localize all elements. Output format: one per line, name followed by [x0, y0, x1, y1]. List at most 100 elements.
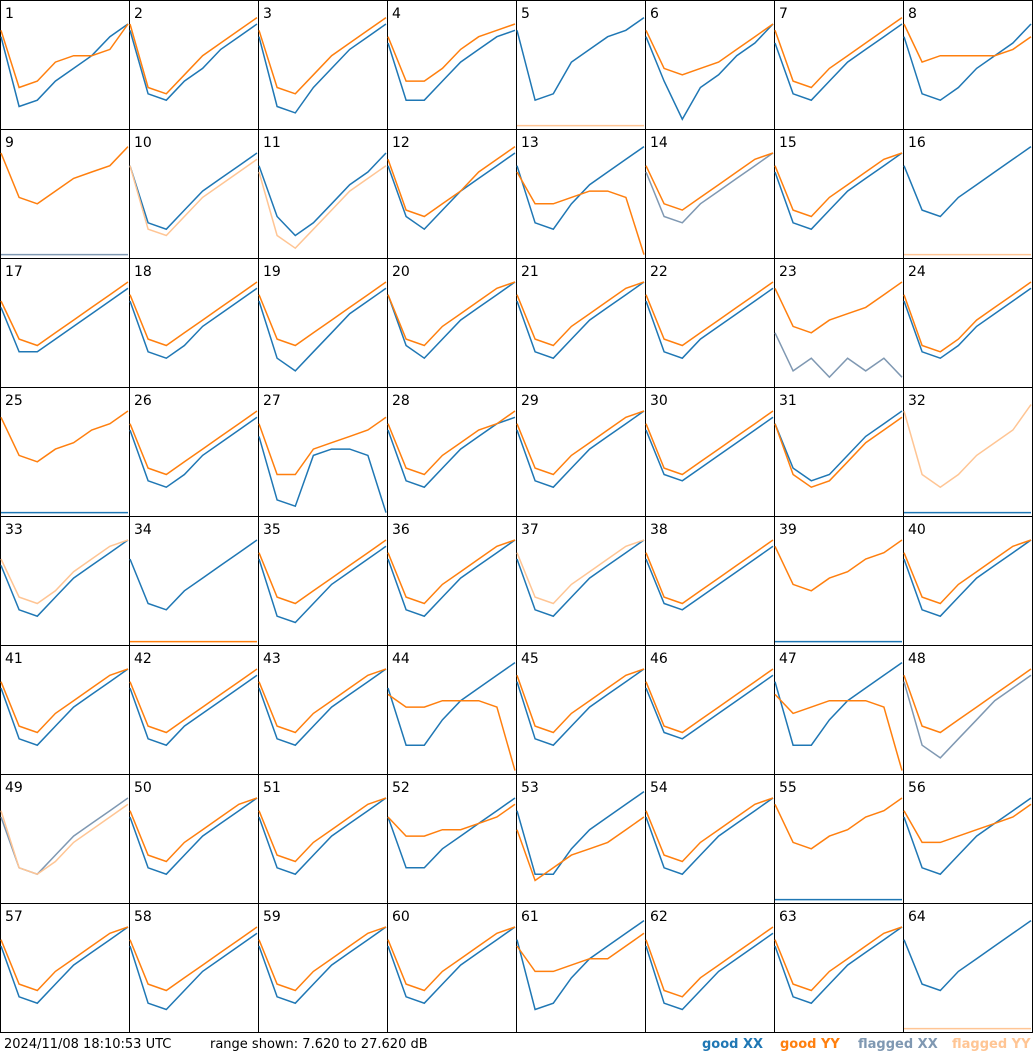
xx-spectrum	[258, 545, 387, 624]
yy-spectrum	[645, 152, 774, 211]
panel-frame	[645, 129, 775, 259]
xx-spectrum	[516, 410, 645, 489]
panel-label: 17	[5, 264, 23, 280]
yy-spectrum	[903, 281, 1032, 353]
panel-label: 63	[779, 909, 797, 925]
yy-spectrum	[774, 797, 903, 850]
xx-spectrum	[774, 926, 903, 1005]
panel-frame	[903, 387, 1033, 517]
panel-label: 64	[908, 909, 926, 925]
panel-frame	[129, 903, 259, 1033]
panel-label: 62	[650, 909, 668, 925]
range-low: 7.620	[302, 1037, 339, 1052]
panel-label: 39	[779, 522, 797, 538]
yy-spectrum	[774, 693, 903, 771]
xx-spectrum	[516, 790, 645, 875]
panel-label: 12	[392, 135, 410, 151]
xx-spectrum	[387, 152, 516, 231]
panel-label: 8	[908, 6, 917, 22]
panel-label: 37	[521, 522, 539, 538]
yy-spectrum	[903, 23, 1032, 64]
panel-label: 50	[134, 780, 152, 796]
panel-label: 6	[650, 6, 659, 22]
panel-label: 4	[392, 6, 401, 22]
yy-spectrum	[129, 158, 258, 237]
xx-spectrum	[387, 416, 516, 489]
yy-spectrum	[645, 797, 774, 863]
xx-spectrum	[645, 23, 774, 121]
yy-spectrum	[903, 803, 1032, 844]
panel-frame	[258, 774, 388, 904]
xx-spectrum	[129, 797, 258, 876]
yy-spectrum	[387, 23, 516, 82]
legend-entry: flagged YY	[952, 1037, 1031, 1052]
yy-spectrum	[129, 797, 258, 863]
panel-frame	[0, 129, 130, 259]
panel-label: 26	[134, 393, 152, 409]
panel-frame	[0, 903, 130, 1033]
xx-spectrum	[903, 23, 1032, 102]
panel-label: 35	[263, 522, 281, 538]
panel-label: 52	[392, 780, 410, 796]
panel-frame	[516, 387, 646, 517]
yy-spectrum	[0, 668, 129, 734]
panel-label: 31	[779, 393, 797, 409]
yy-spectrum	[645, 539, 774, 605]
yy-spectrum	[774, 926, 903, 992]
panel-frame	[258, 645, 388, 775]
xx-spectrum	[387, 661, 516, 746]
panel-label: 29	[521, 393, 539, 409]
panel-label: 14	[650, 135, 668, 151]
yy-spectrum	[774, 152, 903, 218]
yy-spectrum	[258, 539, 387, 605]
yy-spectrum	[129, 410, 258, 476]
yy-spectrum	[516, 281, 645, 347]
xx-spectrum	[387, 926, 516, 1005]
panel-label: 61	[521, 909, 539, 925]
xx-spectrum	[516, 16, 645, 102]
xx-spectrum	[0, 926, 129, 1005]
panel-frame	[774, 774, 904, 904]
xx-spectrum	[258, 23, 387, 114]
yy-spectrum	[129, 281, 258, 347]
panel-frame	[0, 645, 130, 775]
yy-spectrum	[258, 165, 387, 250]
yy-spectrum	[258, 281, 387, 347]
panel-label: 32	[908, 393, 926, 409]
panel-frame	[903, 774, 1033, 904]
panel-frame	[645, 387, 775, 517]
yy-spectrum	[903, 539, 1032, 605]
xx-spectrum	[645, 797, 774, 876]
panel-frame	[645, 903, 775, 1033]
panel-label: 28	[392, 393, 410, 409]
yy-spectrum	[387, 410, 516, 476]
panel-label: 25	[5, 393, 23, 409]
range-text: range shown: 7.620 to 27.620 dB	[210, 1037, 428, 1052]
yy-spectrum	[387, 693, 516, 771]
panel-frame	[0, 387, 130, 517]
panel-label: 24	[908, 264, 926, 280]
panel-label: 16	[908, 135, 926, 151]
xx-spectrum	[0, 668, 129, 747]
yy-spectrum	[516, 410, 645, 476]
legend-entry: flagged XX	[858, 1037, 938, 1052]
panel-label: 19	[263, 264, 281, 280]
xx-spectrum	[387, 797, 516, 869]
panel-frame	[387, 0, 517, 130]
yy-spectrum	[0, 146, 129, 205]
panel-label: 55	[779, 780, 797, 796]
xx-spectrum	[903, 797, 1032, 876]
panel-label: 13	[521, 135, 539, 151]
yy-spectrum	[387, 539, 516, 605]
panel-frame	[387, 516, 517, 646]
panel-label: 15	[779, 135, 797, 151]
range-unit: dB	[411, 1037, 428, 1052]
panel-label: 33	[5, 522, 23, 538]
yy-spectrum	[645, 410, 774, 476]
xx-spectrum	[129, 23, 258, 102]
xx-spectrum	[387, 539, 516, 618]
panel-frame	[129, 258, 259, 388]
panel-frame	[903, 0, 1033, 130]
panel-label: 30	[650, 393, 668, 409]
